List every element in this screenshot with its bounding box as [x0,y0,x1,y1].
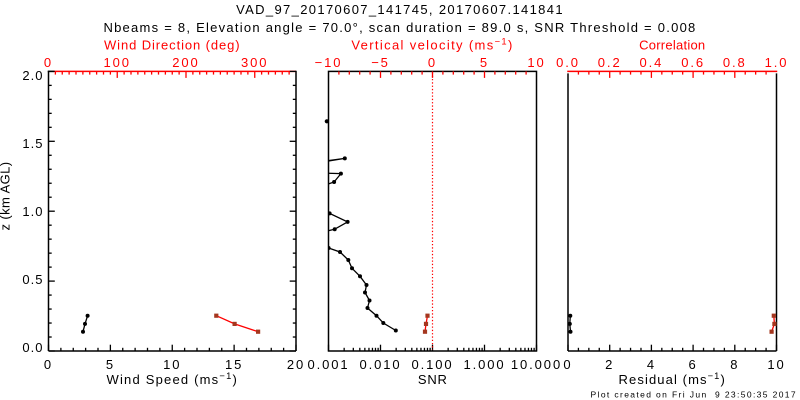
svg-text:10: 10 [163,357,181,372]
svg-text:4: 4 [647,357,656,372]
svg-text:8: 8 [730,357,739,372]
svg-text:z (km AGL): z (km AGL) [0,161,13,230]
svg-text:20: 20 [287,357,305,372]
svg-text:Plot created on Fri Jun 9 23:: Plot created on Fri Jun 9 23:50:35 2017 [591,389,797,399]
svg-text:0.4: 0.4 [640,55,664,70]
svg-text:0.5: 0.5 [22,272,43,287]
svg-text:Vertical velocity (ms−1): Vertical velocity (ms−1) [351,36,513,53]
svg-text:Residual (ms−1): Residual (ms−1) [619,370,726,387]
svg-text:6: 6 [689,357,698,372]
svg-text:10.000: 10.000 [511,357,562,372]
svg-text:0.010: 0.010 [359,357,401,372]
svg-text:5: 5 [106,357,115,372]
svg-text:1.0: 1.0 [765,55,789,70]
svg-text:1.000: 1.000 [463,357,505,372]
svg-text:15: 15 [225,357,243,372]
svg-text:Wind Direction (deg): Wind Direction (deg) [104,38,241,53]
svg-text:0.2: 0.2 [598,55,622,70]
svg-text:SNR: SNR [418,372,448,387]
svg-text:0: 0 [428,55,437,70]
svg-text:1.0: 1.0 [22,204,43,219]
svg-text:0.001: 0.001 [307,357,349,372]
svg-text:1.5: 1.5 [22,136,43,151]
svg-text:0.6: 0.6 [681,55,705,70]
svg-text:0.100: 0.100 [411,357,453,372]
svg-text:0: 0 [563,357,572,372]
svg-text:10: 10 [767,357,785,372]
svg-text:10: 10 [527,55,545,70]
svg-text:Nbeams = 8, Elevation angle =: Nbeams = 8, Elevation angle = 70.0°, sca… [103,20,696,35]
svg-text:Correlation: Correlation [639,38,705,53]
svg-text:0: 0 [44,357,53,372]
svg-text:VAD_97_20170607_141745, 201706: VAD_97_20170607_141745, 20170607.141841 [236,2,564,17]
svg-text:2.0: 2.0 [22,68,43,83]
svg-text:0.8: 0.8 [723,55,747,70]
svg-text:300: 300 [241,55,268,70]
svg-text:0: 0 [44,55,53,70]
svg-text:0.0: 0.0 [22,340,43,355]
svg-text:5: 5 [480,55,489,70]
svg-text:Wind Speed (ms−1): Wind Speed (ms−1) [106,370,238,387]
svg-text:100: 100 [104,55,131,70]
svg-text:−5: −5 [371,55,390,70]
svg-text:0.0: 0.0 [556,55,580,70]
svg-text:200: 200 [172,55,199,70]
svg-text:2: 2 [605,357,614,372]
svg-text:−10: −10 [315,55,343,70]
